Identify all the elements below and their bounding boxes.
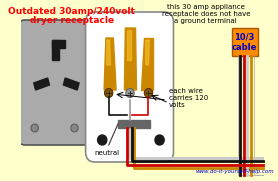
FancyBboxPatch shape — [16, 20, 95, 145]
Text: dryer receptacle: dryer receptacle — [30, 16, 114, 25]
Bar — [52, 40, 65, 48]
Polygon shape — [146, 40, 149, 65]
Circle shape — [98, 135, 107, 145]
Bar — [118, 120, 150, 128]
Circle shape — [105, 89, 113, 98]
Polygon shape — [125, 28, 136, 90]
Text: each wire
carries 120
volts: each wire carries 120 volts — [169, 88, 208, 108]
Polygon shape — [107, 40, 111, 65]
Text: Outdated 30amp/240volt: Outdated 30amp/240volt — [8, 7, 135, 16]
FancyBboxPatch shape — [86, 12, 173, 162]
Text: neutral: neutral — [95, 150, 120, 156]
Polygon shape — [34, 78, 49, 90]
Text: 10/3
cable: 10/3 cable — [232, 32, 257, 52]
Polygon shape — [63, 78, 79, 90]
Circle shape — [126, 89, 134, 98]
Text: this 30 amp appliance
receptacle does not have
a ground terminal: this 30 amp appliance receptacle does no… — [162, 4, 250, 24]
Bar — [232, 28, 258, 56]
Polygon shape — [104, 38, 116, 90]
Circle shape — [155, 135, 164, 145]
Polygon shape — [141, 38, 153, 90]
Polygon shape — [127, 30, 131, 60]
Circle shape — [31, 124, 38, 132]
Circle shape — [71, 124, 78, 132]
Text: www.do-it-yourself-help.com: www.do-it-yourself-help.com — [196, 169, 274, 174]
Circle shape — [144, 89, 153, 98]
Bar — [52, 40, 59, 60]
